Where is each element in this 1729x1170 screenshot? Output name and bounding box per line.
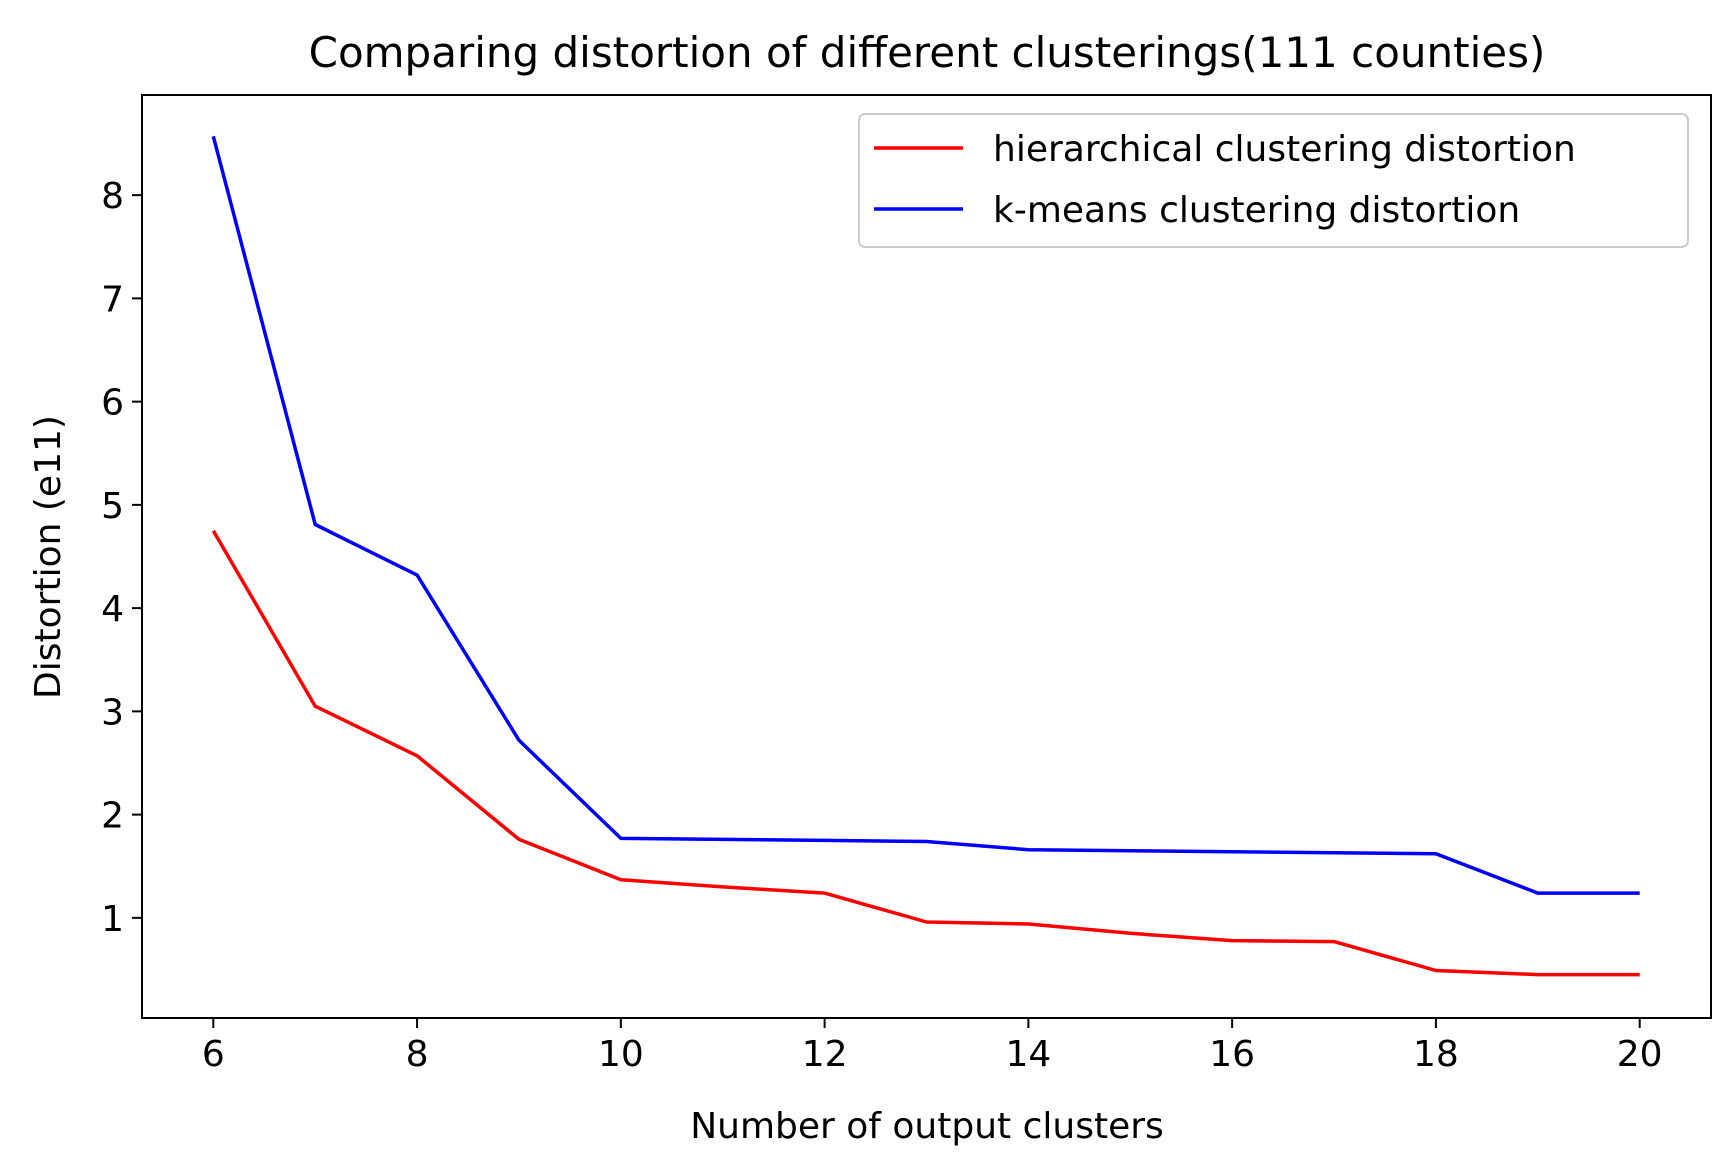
legend-label-hierarchical: hierarchical clustering distortion (993, 129, 1576, 170)
x-axis-label: Number of output clusters (690, 1106, 1164, 1147)
y-tick-label: 7 (101, 279, 124, 320)
series-line-1 (211, 135, 1640, 895)
x-tick-label: 20 (1617, 1034, 1663, 1075)
y-tick-label: 3 (101, 692, 124, 733)
x-tick-label: 10 (598, 1034, 644, 1075)
series-line-0 (211, 529, 1640, 977)
plot-frame (141, 94, 1712, 1019)
y-tick-label: 8 (101, 176, 124, 217)
x-axis: 6 8 10 12 14 16 18 20 (202, 1018, 1663, 1075)
plot-area (211, 135, 1640, 977)
legend-label-kmeans: k-means clustering distortion (993, 190, 1520, 231)
chart-title: Comparing distortion of different cluste… (309, 28, 1546, 77)
y-tick-label: 5 (101, 486, 124, 527)
x-tick-label: 6 (202, 1034, 225, 1075)
y-tick-label: 1 (101, 899, 124, 940)
y-tick-label: 6 (101, 383, 124, 424)
y-tick-label: 2 (101, 796, 124, 837)
y-axis-label: Distortion (e11) (28, 415, 69, 699)
y-tick-label: 4 (101, 589, 124, 630)
legend: hierarchical clustering distortion k-mea… (858, 113, 1689, 248)
x-tick-label: 14 (1005, 1034, 1051, 1075)
x-tick-label: 18 (1413, 1034, 1459, 1075)
x-tick-label: 8 (406, 1034, 429, 1075)
x-tick-label: 12 (802, 1034, 848, 1075)
legend-box (858, 113, 1689, 248)
y-axis: 1 2 3 4 5 6 7 8 (101, 176, 142, 940)
x-tick-label: 16 (1209, 1034, 1255, 1075)
